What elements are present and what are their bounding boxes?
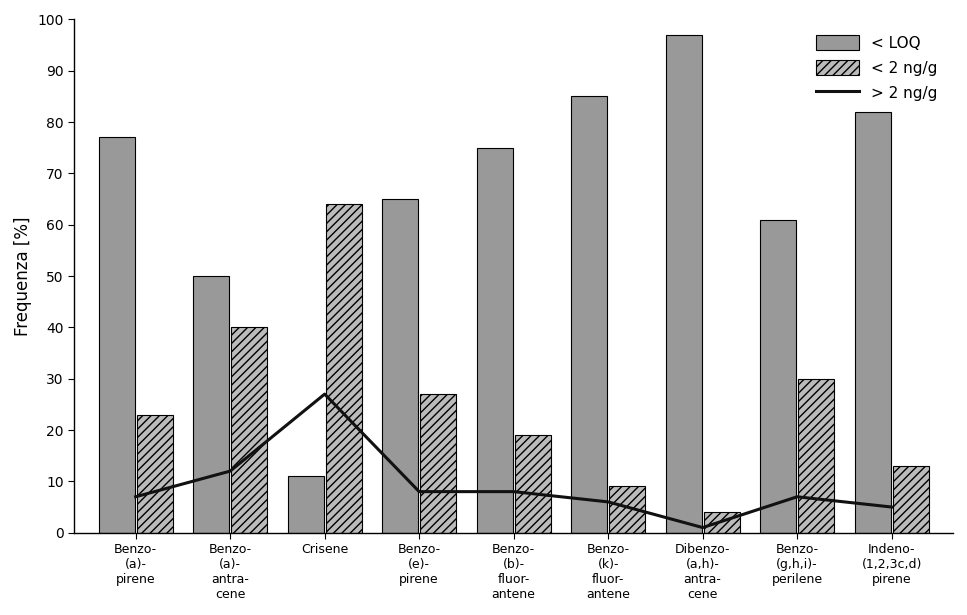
Bar (571, 97, 607, 533)
Bar (382, 199, 418, 533)
Bar (514, 435, 550, 533)
> 2 ng/g (413, 488, 425, 495)
Bar (193, 276, 229, 533)
Bar (704, 512, 740, 533)
> 2 ng/g (130, 493, 141, 501)
Bar (893, 466, 928, 533)
Line: > 2 ng/g: > 2 ng/g (135, 394, 892, 528)
Legend: < LOQ, < 2 ng/g, > 2 ng/g: < LOQ, < 2 ng/g, > 2 ng/g (808, 27, 946, 109)
> 2 ng/g (319, 391, 331, 398)
Bar (666, 35, 702, 533)
Bar (609, 486, 645, 533)
Bar (420, 394, 456, 533)
Bar (855, 112, 891, 533)
Bar (99, 137, 134, 533)
Y-axis label: Frequenza [%]: Frequenza [%] (14, 216, 32, 336)
Bar (136, 415, 172, 533)
> 2 ng/g (602, 498, 614, 506)
Bar (477, 148, 513, 533)
> 2 ng/g (791, 493, 803, 501)
Bar (231, 327, 267, 533)
Bar (760, 220, 796, 533)
Bar (288, 476, 324, 533)
> 2 ng/g (886, 503, 897, 510)
Bar (798, 379, 835, 533)
Bar (326, 204, 362, 533)
> 2 ng/g (508, 488, 519, 495)
> 2 ng/g (224, 467, 236, 475)
> 2 ng/g (697, 524, 709, 531)
